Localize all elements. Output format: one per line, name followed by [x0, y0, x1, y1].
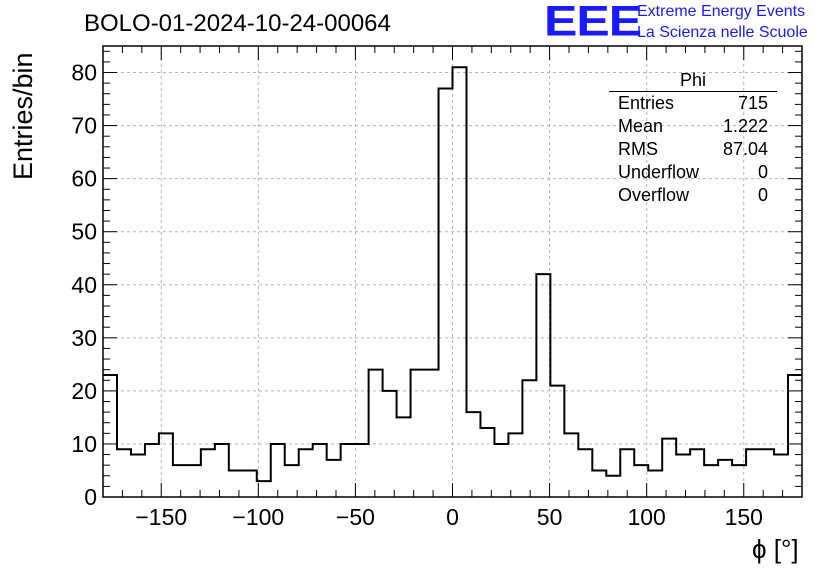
x-tick-label: 150	[725, 504, 763, 530]
histogram-bin	[718, 460, 732, 497]
stats-label: RMS	[618, 139, 658, 159]
histogram-bin	[620, 449, 634, 497]
stats-value: 0	[757, 162, 768, 182]
stats-value: 0	[757, 185, 768, 205]
y-tick-label: 0	[84, 484, 97, 510]
histogram-bin	[634, 465, 648, 497]
histogram-bin	[145, 444, 159, 497]
stats-row-overflow: Overflow 0	[609, 184, 777, 207]
histogram-bin	[341, 444, 355, 497]
histogram-bin	[271, 444, 285, 497]
histogram-bin	[313, 444, 327, 497]
histogram-bin	[453, 67, 467, 497]
stats-label: Entries	[618, 93, 675, 113]
stats-row-entries: Entries 715	[609, 92, 777, 115]
y-tick-label: 80	[71, 60, 97, 86]
y-tick-label: 20	[71, 378, 97, 404]
stats-value: 87.04	[722, 139, 768, 159]
histogram-bin	[676, 455, 690, 497]
y-axis-label: Entries/bin	[8, 52, 38, 180]
stats-row-mean: Mean 1.222	[609, 115, 777, 138]
tick-labels: −150 −100 −50 0 50 100 150 0 10 20 30 40 50 60 70 80	[71, 60, 763, 530]
histogram-bin	[383, 391, 397, 497]
histogram-bin	[439, 88, 453, 497]
histogram-bin	[592, 470, 606, 497]
histogram-bin	[229, 470, 243, 497]
stats-value: 1.222	[722, 116, 768, 136]
histogram-bin	[578, 449, 592, 497]
org-name-line2: La Scienza nelle Scuole	[637, 24, 808, 41]
y-tick-label: 10	[71, 431, 97, 457]
histogram-bin	[355, 444, 369, 497]
histogram-bin	[704, 465, 718, 497]
histogram-bin	[508, 433, 522, 497]
histogram-bin	[411, 370, 425, 497]
histogram-bin	[369, 370, 383, 497]
histogram-bin	[536, 274, 550, 497]
stats-label: Underflow	[618, 162, 700, 182]
histogram-bin	[466, 412, 480, 497]
histogram-bin	[648, 470, 662, 497]
stats-row-rms: RMS 87.04	[609, 138, 777, 161]
histogram-bin	[131, 455, 145, 497]
x-tick-label: 0	[446, 504, 459, 530]
histogram-bin	[215, 444, 229, 497]
histogram-bin	[285, 465, 299, 497]
y-tick-label: 40	[71, 272, 97, 298]
histogram-bin	[494, 444, 508, 497]
x-tick-label: −100	[232, 504, 284, 530]
y-tick-label: 70	[71, 113, 97, 139]
histogram-bin	[564, 433, 578, 497]
histogram-bin	[690, 449, 704, 497]
histogram-bin	[425, 370, 439, 497]
x-tick-label: −150	[135, 504, 187, 530]
histogram-bin	[606, 476, 620, 497]
histogram-bin	[257, 481, 271, 497]
histogram-bin	[103, 375, 117, 497]
histogram-outline	[103, 66, 802, 483]
histogram-bin	[774, 455, 788, 497]
stats-value: 715	[737, 93, 768, 113]
x-axis-label: ϕ [°]	[752, 534, 799, 564]
histogram-bin	[480, 428, 494, 497]
histogram-bin	[117, 449, 131, 497]
x-tick-label: 50	[537, 504, 563, 530]
histogram-bin	[662, 439, 676, 497]
histogram-bin	[550, 386, 564, 497]
chart-title: BOLO-01-2024-10-24-00064	[84, 10, 391, 37]
y-tick-label: 50	[71, 219, 97, 245]
x-tick-label: −50	[336, 504, 375, 530]
stats-box: Phi Entries 715 Mean 1.222 RMS 87.04 Und…	[609, 70, 777, 207]
y-tick-label: 60	[71, 166, 97, 192]
histogram-bin	[243, 470, 257, 497]
stats-label: Overflow	[618, 185, 690, 205]
histogram-bin	[746, 449, 760, 497]
histogram-bin	[327, 460, 341, 497]
stats-title: Phi	[609, 70, 777, 92]
histogram-bin	[299, 449, 313, 497]
x-tick-label: 100	[627, 504, 665, 530]
stats-label: Mean	[618, 116, 664, 136]
y-tick-label: 30	[71, 325, 97, 351]
histogram-bin	[201, 449, 215, 497]
histogram-bin	[173, 465, 187, 497]
histogram-bin	[397, 417, 411, 497]
histogram-series	[103, 66, 802, 497]
histogram-bin	[788, 375, 802, 497]
grid-lines	[103, 46, 802, 497]
histogram-bin	[760, 449, 774, 497]
axis-ticks	[103, 46, 802, 498]
stats-row-underflow: Underflow 0	[609, 161, 777, 184]
org-name-line1: Extreme Energy Events	[637, 3, 806, 20]
eee-logo: EEE	[544, 0, 642, 46]
histogram-bin	[187, 465, 201, 497]
histogram-bin	[522, 380, 536, 497]
